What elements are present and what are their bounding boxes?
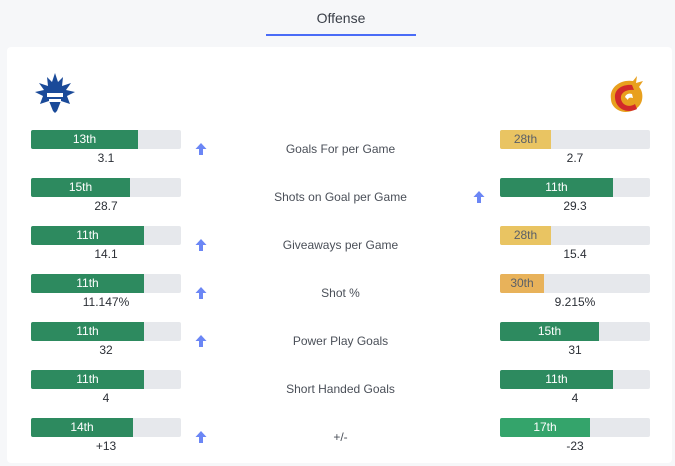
left-stat-value: 28.7 [94,199,118,213]
right-rank-label: 30th [510,276,534,290]
left-rank-label: 11th [76,276,99,290]
advantage-arrow-up-icon [194,286,208,300]
tab-bar: Offense [0,0,675,40]
comparison-card: 13th 3.1 28th 2.7 Goals For per Game 15th 28.7… [7,47,672,463]
right-team-rank-bar: 28th [500,226,650,245]
right-stat-value: 9.215% [554,295,596,309]
right-rank-bar-fill [500,418,590,437]
right-team-rank-bar: 11th [500,370,650,389]
left-rank-label: 13th [72,132,97,146]
right-rank-label: 15th [537,324,562,338]
stat-row: 14th +13 17th -23 +/- [7,418,672,466]
tab-offense[interactable]: Offense [316,10,366,26]
right-stat-value: 4 [571,391,579,405]
stat-label: +/- [333,430,348,444]
right-rank-label: 28th [513,228,538,242]
stat-row: 15th 28.7 11th 29.3 Shots on Goal per Game [7,178,672,226]
left-stat-value: 4 [102,391,110,405]
right-team-rank-bar: 28th [500,130,650,149]
stat-label: Power Play Goals [292,334,389,348]
stat-row: 13th 3.1 28th 2.7 Goals For per Game [7,130,672,178]
stat-label: Goals For per Game [285,142,396,156]
right-rank-bar-fill [500,370,613,389]
right-rank-label: 17th [533,420,557,434]
stat-label: Giveaways per Game [282,238,399,252]
flaming-c-icon [603,73,647,117]
left-team-rank-bar: 13th [31,130,181,149]
left-team-rank-bar: 11th [31,274,181,293]
advantage-arrow-up-icon [194,238,208,252]
right-rank-bar-fill [500,274,544,293]
right-stat-value: 31 [568,343,582,357]
left-rank-bar-fill [31,370,144,389]
left-rank-bar-fill [31,274,144,293]
stat-label: Shot % [321,286,360,300]
advantage-arrow-up-icon [194,142,208,156]
stat-row: 11th 11.147% 30th 9.215% Shot % [7,274,672,322]
stat-row: 11th 14.1 28th 15.4 Giveaways per Game [7,226,672,274]
right-stat-value: 29.3 [563,199,587,213]
advantage-arrow-up-icon [472,190,486,204]
left-team-rank-bar: 15th [31,178,181,197]
left-team-rank-bar: 11th [31,370,181,389]
left-stat-value: 32 [99,343,113,357]
left-rank-bar-fill [31,226,144,245]
left-rank-label: 11th [76,372,99,386]
right-team-rank-bar: 11th [500,178,650,197]
right-rank-bar-fill [500,226,551,245]
stat-row: 11th 32 15th 31 Power Play Goals [7,322,672,370]
right-stat-value: 2.7 [566,151,584,165]
left-stat-value: 11.147% [82,295,130,309]
left-rank-bar-fill [31,130,138,149]
left-team-rank-bar: 11th [31,226,181,245]
left-stat-value: +13 [95,439,117,453]
right-stat-value: 15.4 [563,247,587,261]
tab-active-indicator [266,34,416,36]
right-rank-label: 11th [545,180,568,194]
left-rank-label: 11th [76,228,99,242]
right-rank-bar-fill [500,130,551,149]
right-rank-bar-fill [500,322,599,341]
left-rank-label: 14th [70,420,94,434]
left-stat-value: 14.1 [94,247,118,261]
right-team-rank-bar: 15th [500,322,650,341]
stat-label: Short Handed Goals [286,382,395,396]
left-rank-bar-fill [31,322,144,341]
right-stat-value: -23 [566,439,584,453]
right-rank-label: 11th [545,372,568,386]
right-rank-label: 28th [513,132,538,146]
right-team-rank-bar: 17th [500,418,650,437]
left-team-rank-bar: 11th [31,322,181,341]
right-team-rank-bar: 30th [500,274,650,293]
advantage-arrow-up-icon [194,334,208,348]
maple-leaf-icon [33,71,77,115]
left-stat-value: 3.1 [97,151,115,165]
left-rank-label: 15th [68,180,93,194]
stat-row: 11th 4 11th 4 Short Handed Goals [7,370,672,418]
right-rank-bar-fill [500,178,613,197]
left-rank-bar-fill [31,418,133,437]
left-rank-label: 11th [76,324,99,338]
stat-label: Shots on Goal per Game [274,190,407,204]
left-team-rank-bar: 14th [31,418,181,437]
advantage-arrow-up-icon [194,430,208,444]
left-rank-bar-fill [31,178,130,197]
